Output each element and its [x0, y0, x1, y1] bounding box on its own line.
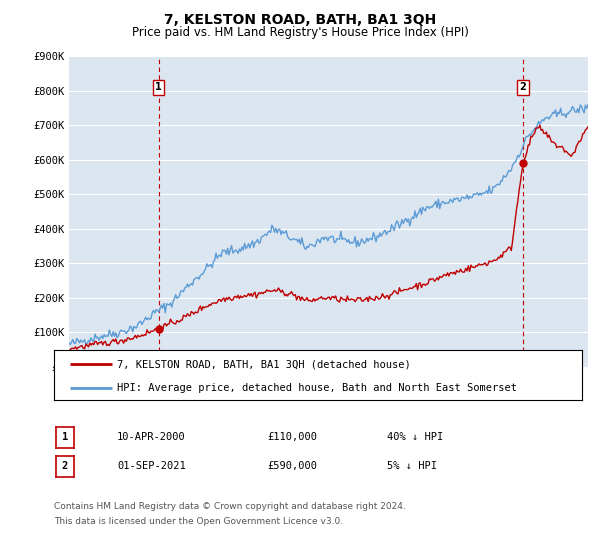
Text: 2: 2 — [520, 82, 526, 92]
Text: HPI: Average price, detached house, Bath and North East Somerset: HPI: Average price, detached house, Bath… — [118, 383, 517, 393]
Text: 2: 2 — [62, 461, 68, 472]
Text: This data is licensed under the Open Government Licence v3.0.: This data is licensed under the Open Gov… — [54, 517, 343, 526]
Text: 7, KELSTON ROAD, BATH, BA1 3QH (detached house): 7, KELSTON ROAD, BATH, BA1 3QH (detached… — [118, 359, 411, 369]
Text: 40% ↓ HPI: 40% ↓ HPI — [387, 432, 443, 442]
Text: Price paid vs. HM Land Registry's House Price Index (HPI): Price paid vs. HM Land Registry's House … — [131, 26, 469, 39]
Text: 7, KELSTON ROAD, BATH, BA1 3QH: 7, KELSTON ROAD, BATH, BA1 3QH — [164, 13, 436, 27]
Text: 5% ↓ HPI: 5% ↓ HPI — [387, 461, 437, 471]
Text: £590,000: £590,000 — [267, 461, 317, 471]
Text: 1: 1 — [62, 432, 68, 442]
Text: 01-SEP-2021: 01-SEP-2021 — [117, 461, 186, 471]
Text: Contains HM Land Registry data © Crown copyright and database right 2024.: Contains HM Land Registry data © Crown c… — [54, 502, 406, 511]
Text: 10-APR-2000: 10-APR-2000 — [117, 432, 186, 442]
Text: £110,000: £110,000 — [267, 432, 317, 442]
Text: 1: 1 — [155, 82, 162, 92]
